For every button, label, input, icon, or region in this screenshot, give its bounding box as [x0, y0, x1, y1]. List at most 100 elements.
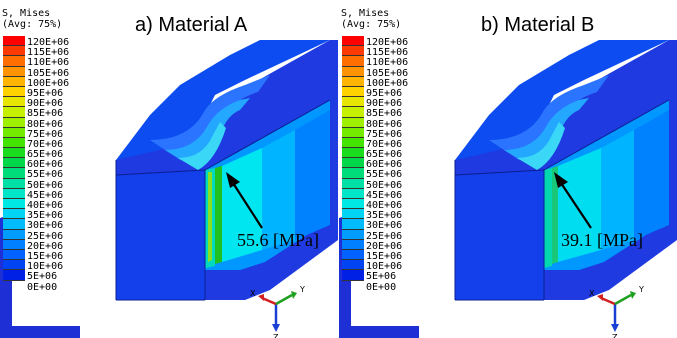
legend-level-label: 25E+06: [27, 230, 64, 242]
legend-level-label: 70E+06: [366, 138, 403, 150]
callout-arrow-line: [560, 182, 592, 229]
legend-swatch: [3, 36, 25, 47]
legend-swatch: [342, 168, 364, 179]
callout-arrow-line: [232, 182, 263, 229]
legend-swatch: [342, 239, 364, 250]
legend-level-label: 85E+06: [27, 108, 64, 120]
legend-swatch: [3, 209, 25, 220]
legend-swatch: [342, 46, 364, 57]
legend-color-bar: [3, 36, 25, 281]
legend-level-label: 45E+06: [366, 189, 403, 201]
legend-swatch: [3, 188, 25, 199]
legend-level-label: 55E+06: [366, 169, 403, 181]
legend-level-label: 115E+06: [27, 47, 70, 59]
legend-swatch: [342, 199, 364, 210]
legend-swatch: [342, 56, 364, 67]
legend-level-label: 35E+06: [27, 210, 64, 222]
legend-swatch: [3, 137, 25, 149]
panel-material-a: S, Mises (Avg: 75%) 120E+06 115E+06 110E+0…: [0, 0, 338, 338]
legend-swatch: [3, 249, 25, 261]
legend-level-label: 35E+06: [366, 210, 403, 222]
legend-swatch: [3, 270, 25, 281]
legend-swatch: [3, 117, 25, 128]
legend-swatch: [342, 209, 364, 220]
legend-swatch: [3, 158, 25, 169]
triad-z-label: Z: [612, 333, 618, 338]
legend-level-label: 70E+06: [27, 138, 64, 150]
legend-level-label: 105E+06: [366, 67, 409, 79]
triad-x-label: X: [250, 289, 256, 298]
legend-swatch: [3, 46, 25, 57]
legend-level-label: 65E+06: [27, 149, 64, 161]
legend-level-label: 10E+06: [366, 261, 403, 273]
legend-swatch: [3, 97, 25, 108]
triad-z-label: Z: [273, 333, 279, 338]
legend-level-label: 0E+00: [27, 281, 58, 293]
legend-swatch: [342, 117, 364, 128]
legend-swatch: [342, 76, 364, 87]
legend-labels: 120E+06 115E+06 110E+06 105E+06 100E+06 95E+0…: [27, 37, 70, 293]
legend-swatch: [3, 56, 25, 67]
triad-y-label: Y: [300, 285, 305, 294]
legend-swatch: [3, 66, 25, 77]
legend-level-label: 95E+06: [27, 87, 64, 99]
legend-swatch: [342, 107, 364, 118]
legend-level-label: 40E+06: [366, 200, 403, 211]
legend-swatch: [342, 127, 364, 138]
legend-swatch: [3, 86, 25, 98]
legend-swatch: [3, 219, 25, 230]
stress-callout: 39.1 [MPa]: [561, 230, 643, 250]
legend-swatch: [342, 260, 364, 271]
legend-level-label: 15E+06: [27, 250, 64, 262]
legend-level-label: 100E+06: [366, 77, 409, 89]
triad-y-label: Y: [639, 285, 644, 294]
legend-swatch: [342, 66, 364, 77]
legend-level-label: 15E+06: [366, 250, 403, 262]
legend-swatch: [3, 199, 25, 210]
panel-material-b: S, Mises (Avg: 75%) 120E+06 115E+06 110E+0…: [339, 0, 677, 338]
legend-level-label: 80E+06: [366, 118, 403, 130]
legend-swatch: [3, 76, 25, 87]
legend-level-label: 5E+06: [27, 271, 58, 283]
legend-level-label: 60E+06: [366, 159, 403, 171]
legend-level-label: 50E+06: [27, 179, 64, 191]
legend-level-label: 95E+06: [366, 87, 403, 99]
legend-level-label: 100E+06: [27, 77, 70, 89]
axis-triad: [597, 291, 636, 332]
legend-swatch: [3, 229, 25, 240]
legend-swatch: [342, 36, 364, 47]
legend-swatch: [342, 219, 364, 230]
legend-level-label: 120E+06: [27, 37, 70, 48]
legend-level-label: 90E+06: [27, 98, 64, 110]
callout-arrowhead: [554, 172, 568, 188]
legend-level-label: 110E+06: [27, 57, 70, 69]
legend-swatch: [3, 168, 25, 179]
legend-level-label: 30E+06: [27, 220, 64, 232]
legend-level-label: 5E+06: [366, 271, 397, 283]
legend-title: S, Mises (Avg: 75%): [2, 8, 63, 30]
legend-level-label: 105E+06: [27, 67, 70, 79]
legend-level-label: 45E+06: [27, 189, 64, 201]
legend-level-label: 75E+06: [27, 128, 64, 140]
legend-level-label: 80E+06: [27, 118, 64, 130]
legend-level-label: 10E+06: [27, 261, 64, 273]
legend-level-label: 65E+06: [366, 149, 403, 161]
panel-title: b) Material B: [481, 14, 595, 36]
fem-model-view: [0, 40, 338, 338]
legend-level-label: 90E+06: [366, 98, 403, 110]
legend-level-label: 50E+06: [366, 179, 403, 191]
stress-callout: 55.6 [MPa]: [237, 230, 319, 250]
legend-swatch: [3, 260, 25, 271]
fem-model-view: [339, 40, 677, 338]
legend-swatch: [3, 239, 25, 250]
legend-swatch: [3, 178, 25, 189]
legend-labels: 120E+06 115E+06 110E+06 105E+06 100E+06 95E+0…: [366, 37, 409, 293]
legend-level-label: 55E+06: [27, 169, 64, 181]
legend-level-label: 85E+06: [366, 108, 403, 120]
legend-level-label: 40E+06: [27, 200, 64, 211]
legend-level-label: 0E+00: [366, 281, 397, 293]
legend-level-label: 120E+06: [366, 37, 409, 48]
callout-arrowhead: [226, 172, 240, 188]
legend-swatch: [342, 148, 364, 159]
legend-swatch: [342, 137, 364, 149]
